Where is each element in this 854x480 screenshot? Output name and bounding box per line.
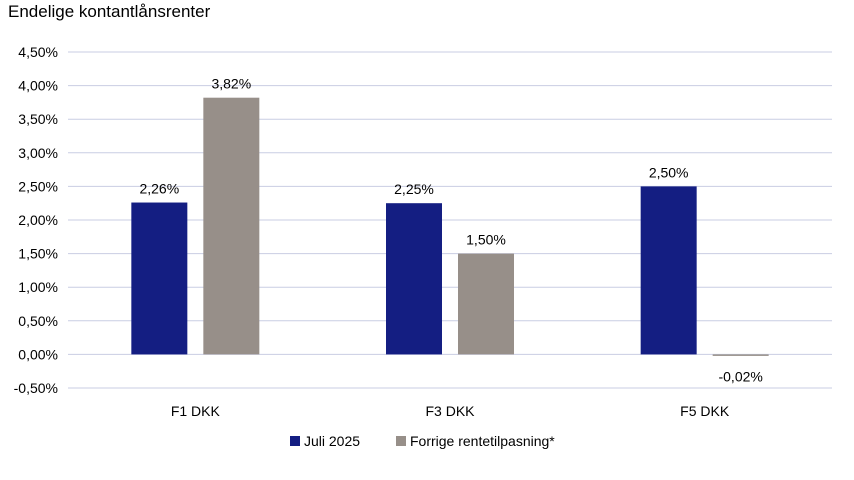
chart-title: Endelige kontantlånsrenter: [8, 2, 211, 21]
data-label: -0,02%: [718, 368, 762, 384]
bar-forrige-rentetilpasning-f1-dkk: [203, 97, 260, 355]
y-tick-label: -0,50%: [14, 380, 58, 396]
data-label: 2,50%: [649, 164, 689, 180]
data-label: 3,82%: [211, 76, 251, 92]
data-labels: 2,26% 3,82% 2,25% 1,50% 2,50% -0,02%: [139, 76, 762, 385]
y-tick-label: 0,50%: [18, 313, 58, 329]
bar-forrige-rentetilpasning-f5-dkk: [712, 354, 769, 356]
x-category-label: F5 DKK: [680, 403, 730, 419]
legend: Juli 2025 Forrige rentetilpasning*: [290, 433, 555, 449]
x-category-label: F1 DKK: [171, 403, 221, 419]
legend-swatch-juli-2025: [290, 436, 300, 446]
legend-label-juli-2025: Juli 2025: [304, 433, 360, 449]
bar-juli-2025-f1-dkk: [131, 202, 188, 355]
y-tick-label: 3,50%: [18, 111, 58, 127]
y-tick-label: 0,00%: [18, 346, 58, 362]
bar-forrige-rentetilpasning-f3-dkk: [458, 253, 514, 355]
y-tick-label: 4,50%: [18, 44, 58, 60]
gridlines: [68, 51, 832, 389]
bars: [131, 97, 769, 356]
legend-swatch-forrige-rentetilpasning: [396, 436, 406, 446]
bar-juli-2025-f3-dkk: [386, 203, 442, 355]
y-tick-label: 2,00%: [18, 212, 58, 228]
y-tick-label: 2,50%: [18, 178, 58, 194]
x-category-label: F3 DKK: [425, 403, 475, 419]
y-tick-label: 1,00%: [18, 279, 58, 295]
y-tick-label: 3,00%: [18, 145, 58, 161]
data-label: 2,26%: [139, 181, 179, 197]
data-label: 1,50%: [466, 232, 506, 248]
y-tick-label: 4,00%: [18, 78, 58, 94]
data-label: 2,25%: [394, 181, 434, 197]
bar-juli-2025-f5-dkk: [640, 186, 697, 355]
x-axis-categories: F1 DKK F3 DKK F5 DKK: [171, 403, 730, 419]
y-axis-ticks: 4,50% 4,00% 3,50% 3,00% 2,50% 2,00% 1,50% 1,00%…: [14, 44, 58, 396]
y-tick-label: 1,50%: [18, 246, 58, 262]
legend-label-forrige-rentetilpasning: Forrige rentetilpasning*: [410, 433, 555, 449]
